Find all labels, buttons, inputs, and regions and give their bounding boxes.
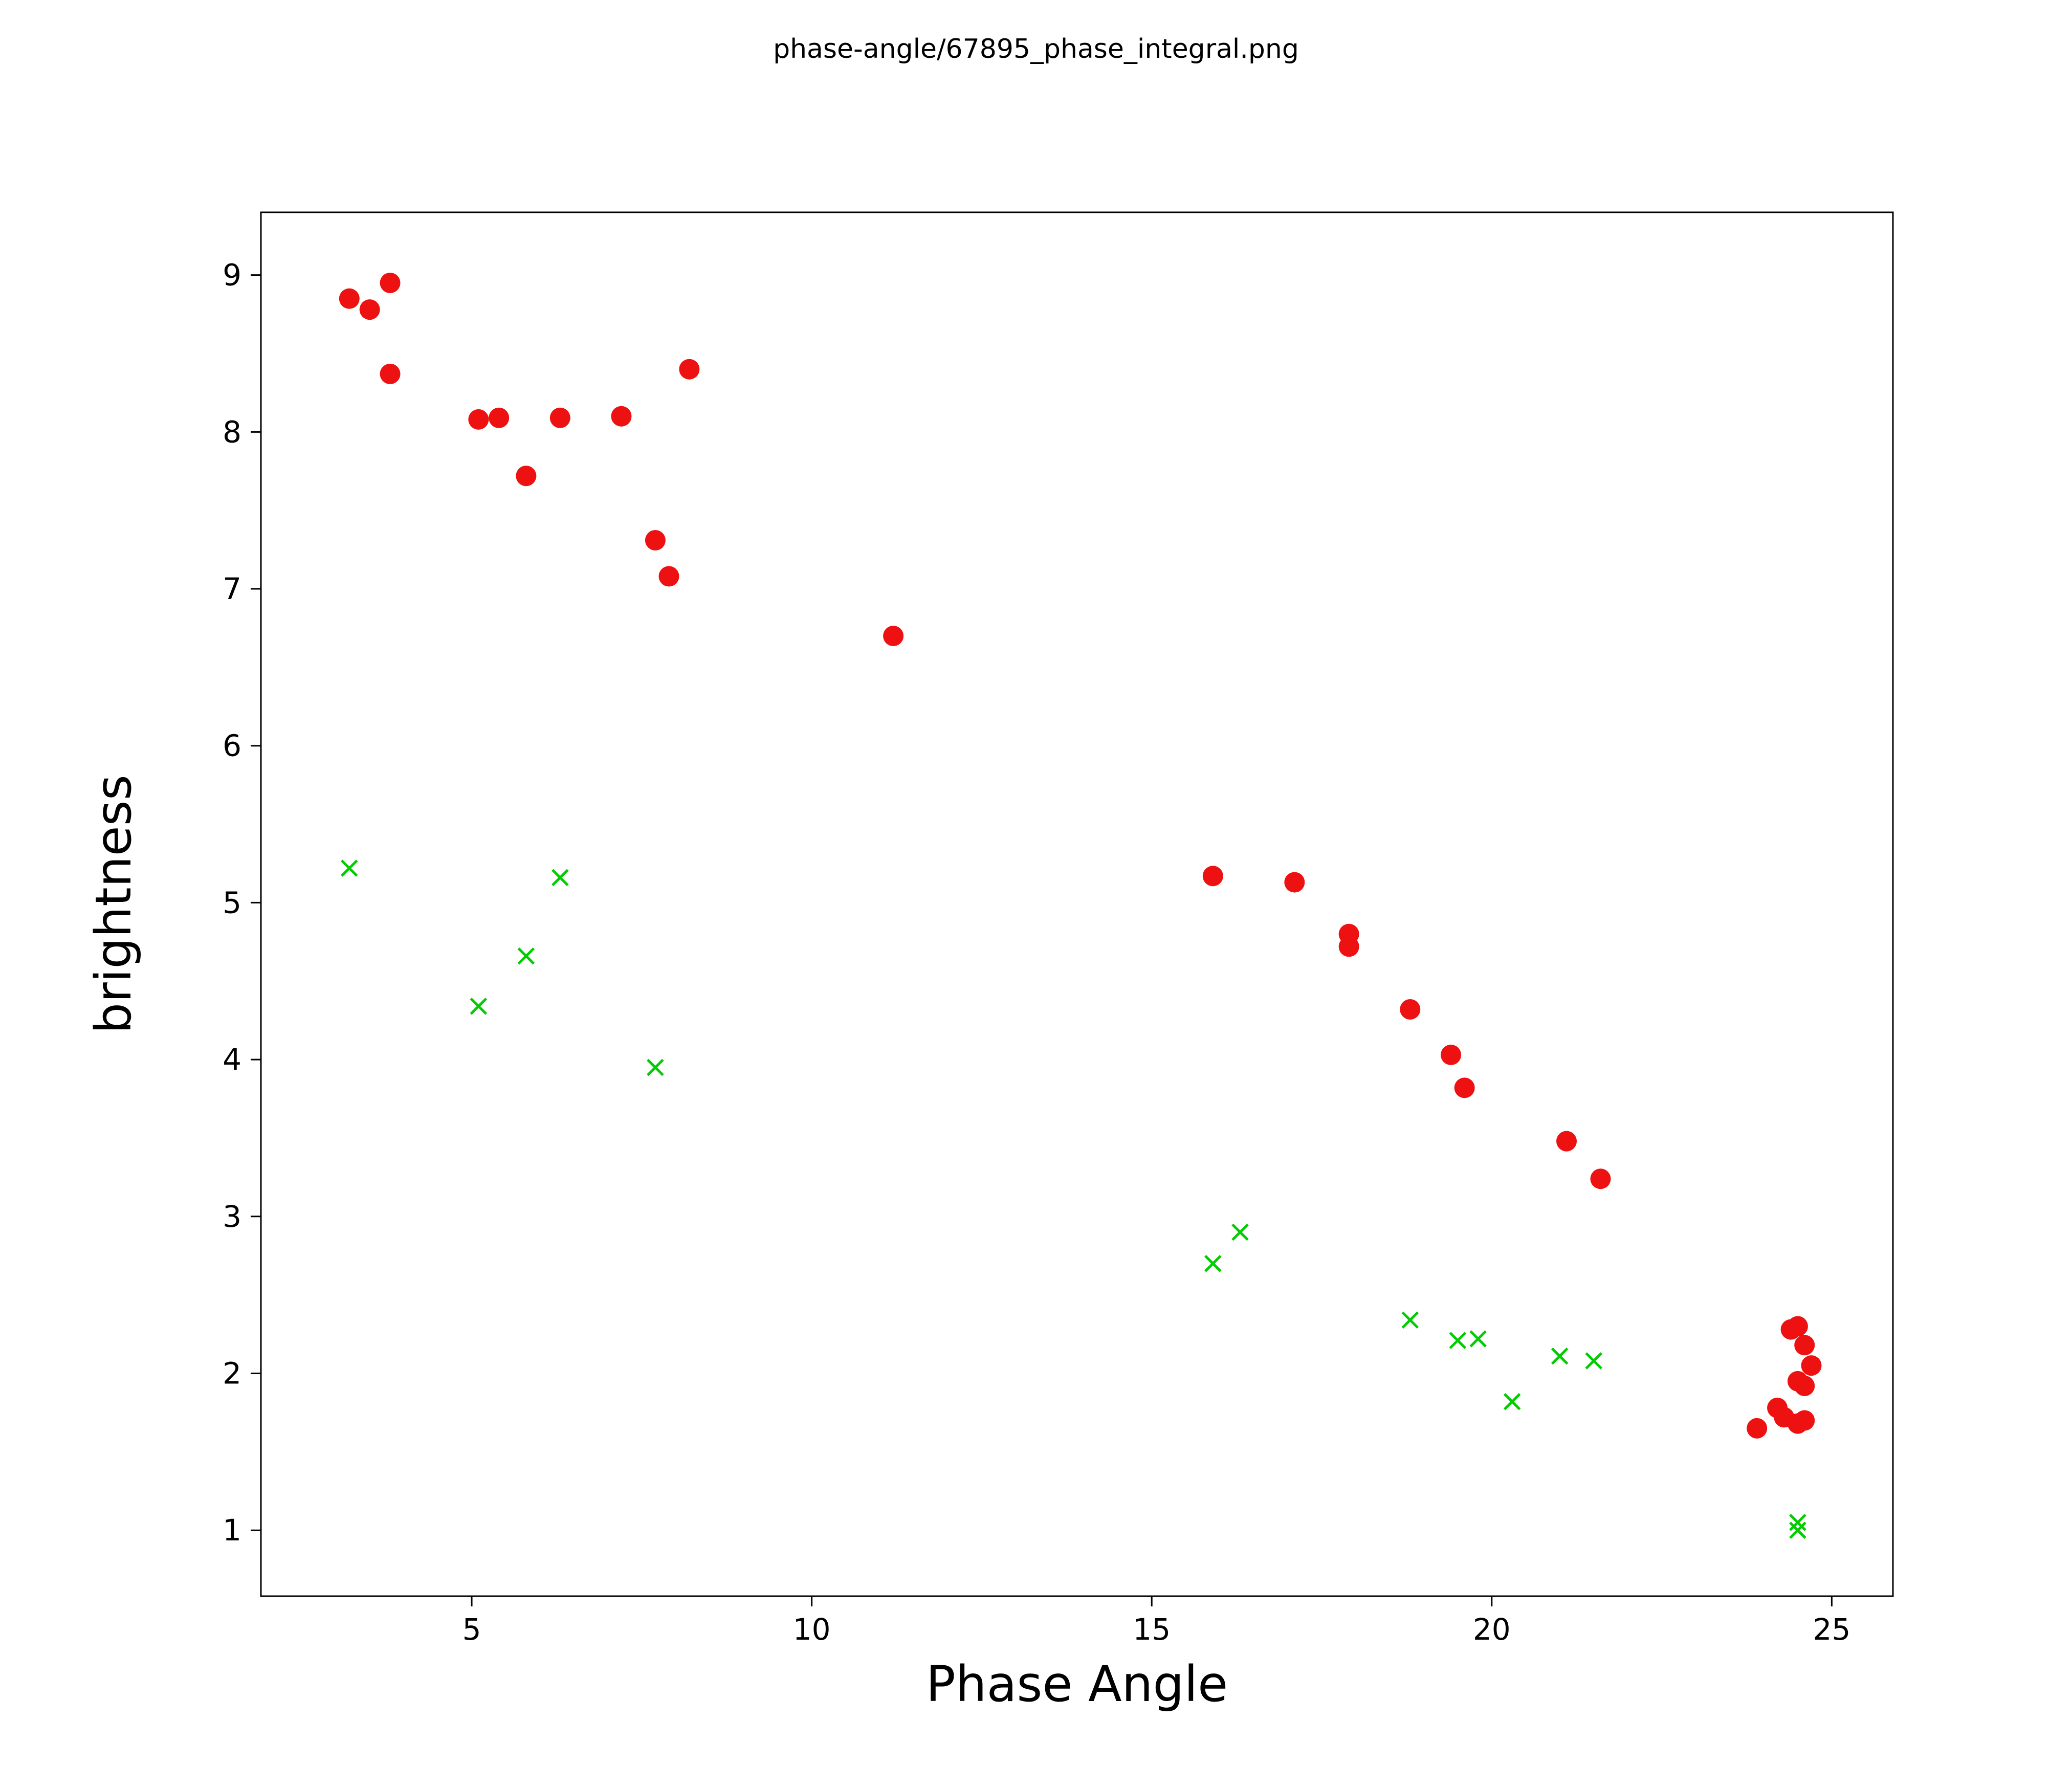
y-tick-label: 8 [223,414,241,449]
y-tick-label: 9 [223,258,241,293]
data-point-red-circles [1590,1168,1611,1189]
x-tick-label: 5 [462,1612,481,1647]
data-point-red-circles [1400,999,1421,1020]
data-point-green-crosses [1585,1352,1602,1370]
figure-title: phase-angle/67895_phase_integral.png [773,34,1299,64]
x-tick-label: 20 [1473,1612,1511,1647]
data-point-red-circles [1794,1410,1815,1431]
data-point-green-crosses [1231,1223,1249,1241]
data-point-red-circles [1556,1131,1577,1152]
data-point-red-circles [1794,1376,1815,1397]
data-point-green-crosses [1551,1348,1569,1365]
data-point-green-crosses [1204,1255,1222,1272]
data-point-red-circles [1441,1044,1462,1065]
data-point-red-circles [359,299,380,320]
data-point-green-crosses [470,998,488,1015]
data-point-green-crosses [1401,1311,1419,1329]
x-tick-label: 15 [1133,1612,1171,1647]
data-point-red-circles [549,407,570,428]
data-point-red-circles [380,273,401,294]
y-tick-label: 3 [223,1199,241,1234]
data-point-green-crosses [1789,1521,1806,1539]
y-axis-label: brightness [85,775,142,1033]
data-point-red-circles [380,363,401,384]
data-point-red-circles [1202,866,1223,887]
data-point-red-circles [883,626,904,647]
axes-spines [260,211,1894,1597]
data-point-red-circles [1794,1335,1815,1356]
data-point-red-circles [611,406,632,427]
data-point-red-circles [1747,1418,1768,1439]
data-point-red-circles [1787,1316,1808,1337]
data-point-red-circles [1338,936,1359,957]
x-axis-label: Phase Angle [926,1656,1228,1713]
data-point-red-circles [1284,872,1305,893]
data-point-red-circles [468,409,489,430]
data-point-green-crosses [517,947,535,965]
data-point-red-circles [489,407,510,428]
data-point-green-crosses [647,1058,664,1076]
data-point-green-crosses [1789,1514,1806,1531]
data-point-green-crosses [1449,1332,1467,1349]
data-point-green-crosses [1503,1393,1521,1410]
data-point-red-circles [658,566,679,587]
data-point-red-circles [1801,1355,1822,1376]
x-tick-label: 25 [1813,1612,1850,1647]
data-point-green-crosses [552,869,569,887]
x-tick-label: 10 [793,1612,831,1647]
data-point-red-circles [516,466,537,487]
data-point-red-circles [1454,1077,1475,1098]
data-point-red-circles [679,359,700,380]
data-point-red-circles [645,530,666,550]
y-tick-label: 6 [223,729,241,763]
y-tick-label: 2 [223,1356,241,1391]
data-point-green-crosses [341,859,358,877]
y-tick-label: 4 [223,1042,241,1077]
y-tick-label: 7 [223,571,241,606]
y-tick-label: 1 [223,1513,241,1548]
data-point-red-circles [339,288,360,309]
data-point-green-crosses [1469,1330,1487,1348]
y-tick-label: 5 [223,885,241,920]
